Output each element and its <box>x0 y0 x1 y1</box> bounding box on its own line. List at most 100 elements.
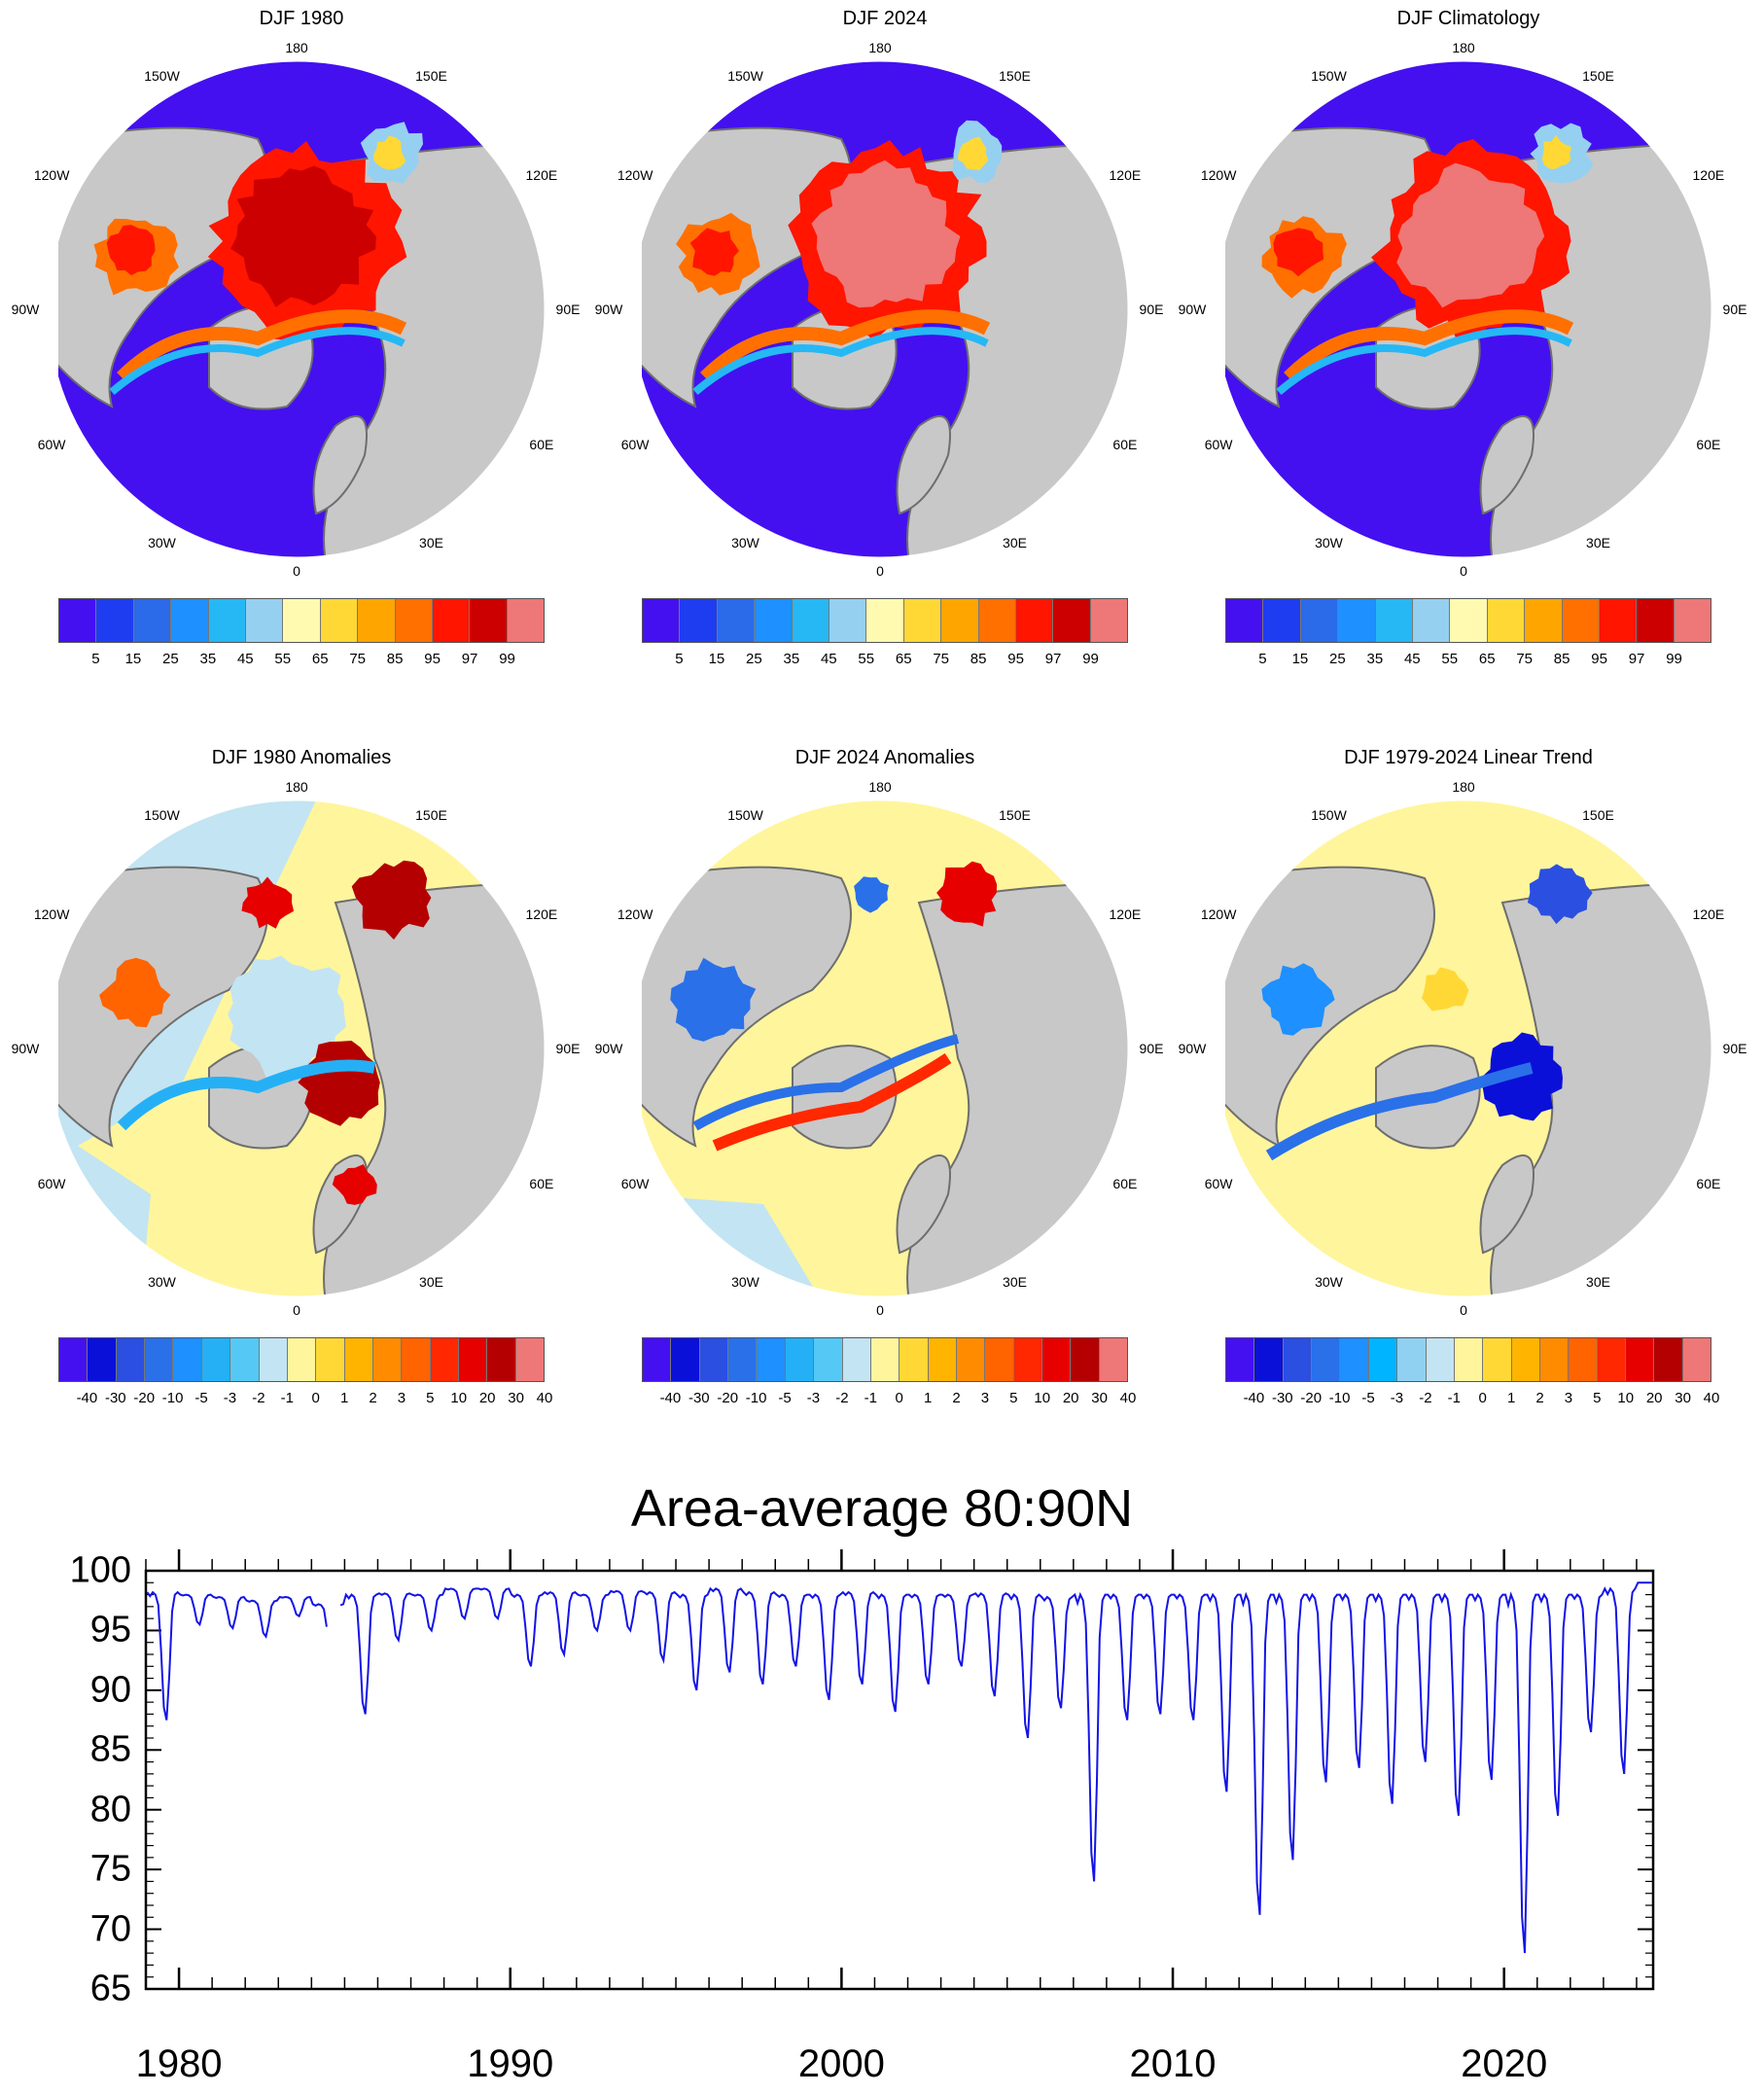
colorbar-label: 55 <box>858 651 875 667</box>
longitude-label: 30E <box>419 534 443 550</box>
colorbar-box <box>1682 1338 1711 1381</box>
y-tick-label: 95 <box>89 1609 131 1650</box>
colorbar-box <box>358 599 396 642</box>
longitude-label: 150W <box>144 807 180 824</box>
colorbar-label: 99 <box>1666 651 1682 667</box>
colorbar-box <box>956 1338 986 1381</box>
colorbar-box <box>470 599 508 642</box>
colorbar-box <box>1562 599 1600 642</box>
longitude-label: 150E <box>1582 807 1614 824</box>
colorbar-label: 1 <box>339 1390 349 1406</box>
longitude-label: 120E <box>1692 905 1725 922</box>
colorbar-box <box>245 599 284 642</box>
colorbar-label: 1 <box>923 1390 933 1406</box>
colorbar-box <box>1099 1338 1128 1381</box>
panel-title: DJF 1980 <box>259 8 344 29</box>
map-panel: DJF 1980 Anomalies 180 0 150W 150E 120W 120E 90… <box>12 739 581 1420</box>
colorbar-label: 25 <box>1329 651 1346 667</box>
colorbar-label: 10 <box>1034 1390 1051 1406</box>
polar-map <box>1225 60 1711 558</box>
colorbar-box <box>344 1338 373 1381</box>
longitude-label: 150E <box>415 807 447 824</box>
x-tick-label: 1990 <box>467 2042 554 2085</box>
colorbar-box <box>1300 599 1339 642</box>
colorbar <box>642 598 1128 643</box>
longitude-label: 30E <box>1586 1273 1610 1290</box>
colorbar-label: -5 <box>1361 1390 1375 1406</box>
colorbar-label: 30 <box>1675 1390 1691 1406</box>
colorbar-box <box>287 1338 317 1381</box>
colorbar-label: -1 <box>1447 1390 1461 1406</box>
colorbar-box <box>978 599 1016 642</box>
colorbar-label: 20 <box>1645 1390 1663 1406</box>
polar-map <box>642 799 1128 1297</box>
colorbar-box <box>1674 599 1711 642</box>
colorbar-label: 2 <box>1535 1390 1544 1406</box>
colorbar-label: -2 <box>1419 1390 1432 1406</box>
timeseries-title: Area-average 80:90N <box>630 1479 1134 1538</box>
longitude-label: 0 <box>293 1302 300 1318</box>
colorbar-label: 35 <box>1366 651 1384 667</box>
colorbar-label: 65 <box>895 651 912 667</box>
colorbar-label: -10 <box>161 1390 184 1406</box>
colorbar <box>1225 1337 1711 1382</box>
colorbar-box <box>88 1338 117 1381</box>
colorbar-label: 15 <box>708 651 725 667</box>
longitude-label: 120E <box>1692 166 1725 183</box>
x-tick-label: 1980 <box>135 2042 223 2085</box>
longitude-label: 60W <box>620 1175 650 1191</box>
colorbar-label: 5 <box>1258 651 1267 667</box>
colorbar-label: -1 <box>864 1390 877 1406</box>
colorbar-label: 0 <box>311 1390 320 1406</box>
colorbar-box <box>1263 599 1301 642</box>
colorbar-box <box>1483 1338 1512 1381</box>
colorbar-box <box>1015 599 1054 642</box>
longitude-label: 0 <box>876 1302 884 1318</box>
longitude-label: 120E <box>525 905 558 922</box>
colorbar-box <box>717 599 756 642</box>
longitude-label: 150W <box>1311 68 1347 85</box>
longitude-label: 60E <box>1696 1175 1721 1191</box>
colorbar-box <box>59 599 97 642</box>
colorbar-label: -40 <box>76 1390 98 1406</box>
longitude-label: 120E <box>1109 905 1142 922</box>
colorbar-box <box>1053 599 1091 642</box>
longitude-label: 150W <box>727 68 763 85</box>
longitude-label: 60W <box>37 436 66 452</box>
longitude-label: 90W <box>11 302 40 317</box>
colorbar-box <box>59 1338 88 1381</box>
longitude-label: 90W <box>1178 302 1207 317</box>
colorbar-box <box>680 599 718 642</box>
colorbar-box <box>1626 1338 1655 1381</box>
colorbar-label: 65 <box>311 651 329 667</box>
longitude-label: 120W <box>33 166 70 183</box>
longitude-label: 150E <box>999 68 1031 85</box>
colorbar-label: 35 <box>199 651 217 667</box>
colorbar-label: 5 <box>426 1390 435 1406</box>
colorbar <box>1225 598 1711 643</box>
colorbar-label: 97 <box>1044 651 1062 667</box>
longitude-label: 30W <box>731 534 759 550</box>
colorbar-box <box>870 1338 900 1381</box>
colorbar-box <box>487 1338 516 1381</box>
colorbar-box <box>785 1338 815 1381</box>
colorbar-label: 40 <box>1119 1390 1137 1406</box>
colorbar-box <box>432 599 471 642</box>
colorbar-box <box>671 1338 700 1381</box>
series-line <box>146 1581 1652 1954</box>
colorbar-box <box>1525 599 1563 642</box>
colorbar-label: 5 <box>1593 1390 1602 1406</box>
longitude-label: 120W <box>617 166 653 183</box>
longitude-label: 0 <box>876 563 884 579</box>
polar-map <box>1225 799 1711 1297</box>
colorbar-box <box>201 1338 231 1381</box>
colorbar-label: 95 <box>1007 651 1024 667</box>
colorbar-box <box>1090 599 1128 642</box>
longitude-label: 60W <box>37 1175 66 1191</box>
colorbar-box <box>643 599 681 642</box>
colorbar-label: 99 <box>1082 651 1099 667</box>
longitude-label: 30W <box>148 534 176 550</box>
longitude-label: 90E <box>555 302 581 317</box>
longitude-label: 0 <box>1460 1302 1467 1318</box>
